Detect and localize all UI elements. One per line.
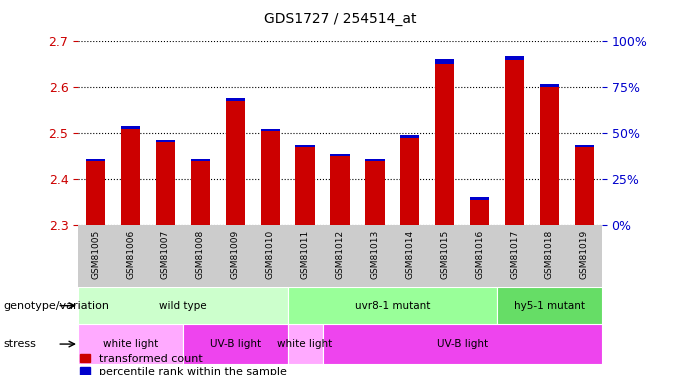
Text: GSM81009: GSM81009 [231,230,240,279]
Bar [497,287,602,324]
Bar [322,324,602,364]
Text: GSM81015: GSM81015 [440,230,449,279]
Bar [288,324,322,364]
Bar [296,147,315,225]
Bar [401,135,420,138]
Bar [260,131,279,225]
Text: hy5-1 mutant: hy5-1 mutant [514,301,585,310]
Bar [121,129,140,225]
Text: white light: white light [277,339,333,349]
Bar [78,324,183,364]
Text: white light: white light [103,339,158,349]
Bar [156,140,175,142]
Bar [191,159,210,160]
Text: GSM81018: GSM81018 [545,230,554,279]
Text: GSM81011: GSM81011 [301,230,309,279]
Bar [86,159,105,160]
Bar [435,64,454,225]
Bar [401,138,420,225]
Bar [505,60,524,225]
Bar [365,159,384,160]
Bar [226,98,245,101]
Text: UV-B light: UV-B light [209,339,261,349]
Text: GSM81012: GSM81012 [335,230,345,279]
Bar [121,126,140,129]
Text: genotype/variation: genotype/variation [3,301,109,310]
Bar [86,161,105,225]
Bar [226,101,245,225]
Text: GSM81008: GSM81008 [196,230,205,279]
Bar [78,287,288,324]
Text: GSM81006: GSM81006 [126,230,135,279]
Bar [505,56,524,60]
Bar [156,142,175,225]
Bar [330,154,350,156]
Bar [540,84,559,87]
Legend: transformed count, percentile rank within the sample: transformed count, percentile rank withi… [80,354,287,375]
Bar [260,129,279,131]
Bar [183,324,288,364]
Bar [365,161,384,225]
Bar [575,145,594,147]
Text: stress: stress [3,339,36,349]
Bar [470,197,489,200]
Text: wild type: wild type [159,301,207,310]
Text: GSM81010: GSM81010 [266,230,275,279]
Text: UV-B light: UV-B light [437,339,488,349]
Bar [296,145,315,147]
Bar [330,156,350,225]
Text: uvr8-1 mutant: uvr8-1 mutant [355,301,430,310]
Text: GSM81016: GSM81016 [475,230,484,279]
Bar [435,59,454,64]
Bar [575,147,594,225]
Text: GSM81007: GSM81007 [161,230,170,279]
Text: GSM81019: GSM81019 [580,230,589,279]
Text: GSM81005: GSM81005 [91,230,100,279]
Text: GSM81013: GSM81013 [371,230,379,279]
Text: GSM81014: GSM81014 [405,230,414,279]
Text: GDS1727 / 254514_at: GDS1727 / 254514_at [264,12,416,26]
Bar [191,161,210,225]
Text: GSM81017: GSM81017 [510,230,519,279]
Bar [288,287,497,324]
Bar [470,200,489,225]
Bar [540,87,559,225]
